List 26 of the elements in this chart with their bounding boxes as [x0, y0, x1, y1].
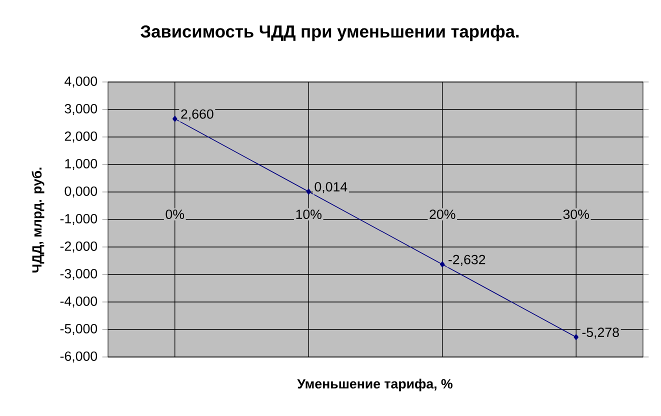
y-tick-label: -3,000 [60, 268, 98, 280]
y-tick-label: -6,000 [60, 351, 98, 362]
chart-title: Зависимость ЧДД при уменьшении тарифа. [140, 24, 519, 42]
y-tick-label: 4,000 [64, 76, 98, 88]
y-tick-label: -2,000 [60, 241, 98, 252]
y-tick-label: 3,000 [64, 104, 98, 115]
y-tick-label: 1,000 [65, 158, 98, 170]
y-tick-label: -1,000 [60, 214, 98, 225]
data-label: 2,660 [181, 109, 214, 120]
y-axis-title: ЧДД, млрд. руб. [32, 168, 44, 272]
data-label: -5,278 [582, 328, 619, 339]
point [172, 116, 178, 122]
data-label: -2,632 [448, 254, 486, 266]
point [440, 261, 445, 268]
point [306, 188, 312, 195]
y-tick-label: 2,000 [64, 131, 98, 142]
data-label: 0,014 [314, 182, 348, 194]
x-axis-title: Уменьшение тарифа, % [297, 378, 452, 392]
y-tick-label: -4,000 [60, 296, 98, 308]
x-tick-label: 0% [166, 210, 184, 220]
point [574, 334, 579, 340]
x-tick-label: 10% [296, 210, 322, 220]
y-tick-label: -5,000 [60, 324, 98, 335]
x-tick-label: 20% [430, 210, 456, 220]
y-tick-label: 0,000 [64, 186, 98, 198]
x-tick-label: 30% [563, 210, 589, 220]
